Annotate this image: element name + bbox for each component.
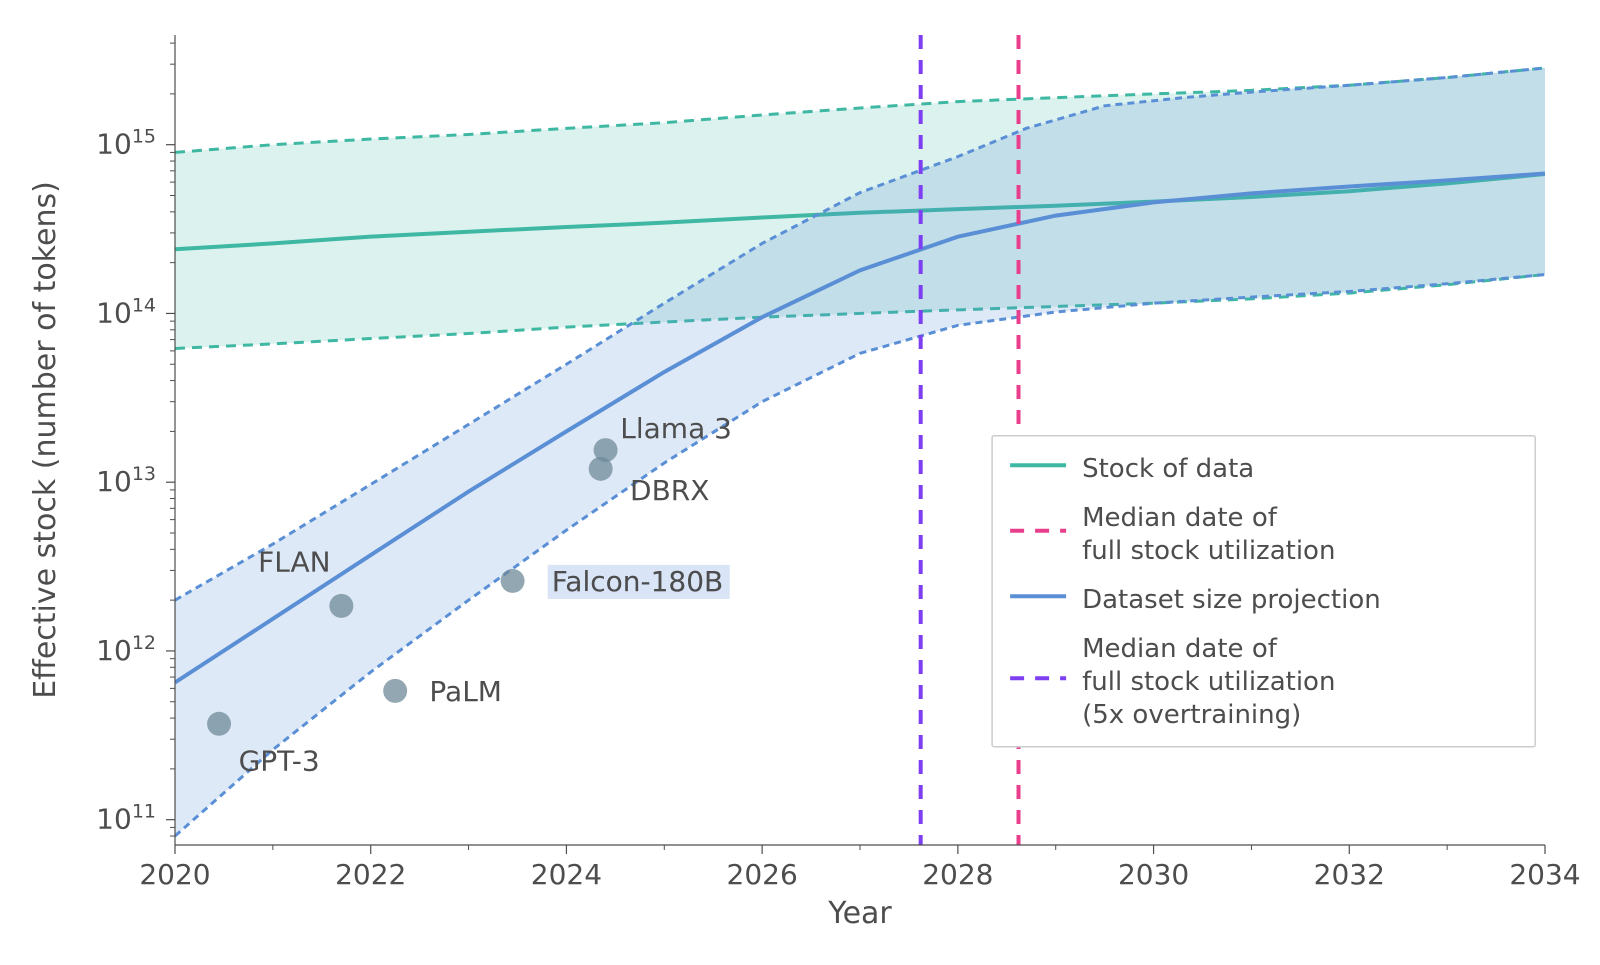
legend-label: Median date of <box>1082 503 1278 533</box>
legend-label: (5x overtraining) <box>1082 700 1301 730</box>
legend-label: Dataset size projection <box>1082 585 1381 615</box>
x-tick-label: 2034 <box>1509 858 1580 891</box>
legend-label: full stock utilization <box>1082 536 1335 566</box>
point-falcon <box>501 569 525 593</box>
legend-label: full stock utilization <box>1082 667 1335 697</box>
legend-label: Median date of <box>1082 634 1278 664</box>
x-axis-label: Year <box>827 896 892 931</box>
point-flan <box>329 594 353 618</box>
y-tick-label: 1012 <box>96 632 156 667</box>
chart-svg: GPT-3FLANPaLMFalcon-180BDBRXLlama 3Falco… <box>0 0 1600 965</box>
x-tick-label: 2022 <box>335 858 406 891</box>
point-palm <box>383 679 407 703</box>
x-tick-label: 2020 <box>139 858 210 891</box>
y-tick-label: 1015 <box>96 126 156 161</box>
point-label-llama3: Llama 3 <box>620 412 732 445</box>
x-tick-label: 2028 <box>922 858 993 891</box>
y-tick-label: 1014 <box>96 294 156 329</box>
point-label-flan: FLAN <box>258 545 330 578</box>
point-label-falcon: Falcon-180B <box>552 565 724 598</box>
y-tick-label: 1013 <box>96 463 156 498</box>
y-axis-label: Effective stock (number of tokens) <box>28 181 63 699</box>
x-tick-label: 2030 <box>1118 858 1189 891</box>
point-label-palm: PaLM <box>429 675 502 708</box>
point-llama3 <box>594 438 618 462</box>
x-tick-label: 2032 <box>1314 858 1385 891</box>
y-tick-label: 1011 <box>96 801 156 836</box>
x-tick-label: 2026 <box>727 858 798 891</box>
legend-label: Stock of data <box>1082 454 1254 484</box>
chart-container: GPT-3FLANPaLMFalcon-180BDBRXLlama 3Falco… <box>0 0 1600 965</box>
x-tick-label: 2024 <box>531 858 602 891</box>
point-gpt3 <box>207 712 231 736</box>
point-label-dbrx: DBRX <box>630 474 709 507</box>
point-label-gpt3: GPT-3 <box>239 744 320 777</box>
